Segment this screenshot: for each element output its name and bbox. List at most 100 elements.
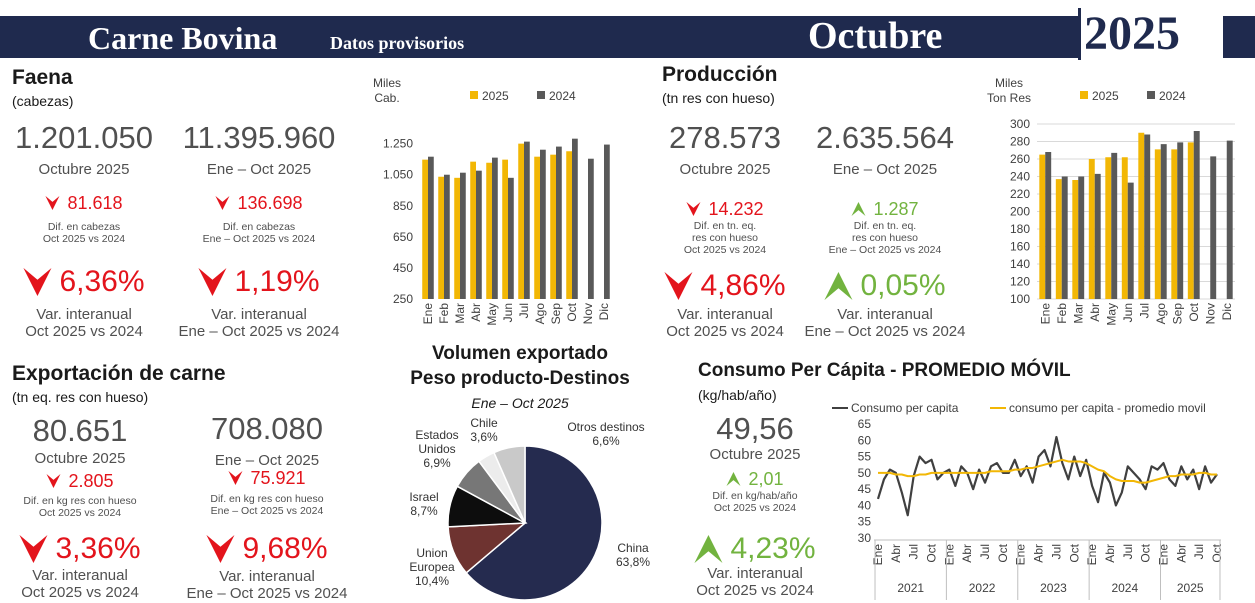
kpi-label: Octubre 2025 xyxy=(679,161,771,178)
kpi-change: 14.232 xyxy=(686,198,764,220)
bar xyxy=(566,151,572,299)
kpi-label: Octubre 2025 xyxy=(38,161,130,178)
kpi-label: Octubre 2025 xyxy=(709,446,801,463)
section-title: Exportación de carne xyxy=(12,362,226,385)
trend-arrow xyxy=(824,272,853,301)
slice-value: 6,9% xyxy=(423,456,451,470)
bar xyxy=(534,156,540,299)
change-value: 3,36% xyxy=(55,532,141,566)
bar xyxy=(444,174,450,299)
x-tick-label: Oct xyxy=(1067,543,1081,562)
kpi-change: 1.287 xyxy=(851,198,919,220)
bar xyxy=(604,144,610,299)
x-tick-label: Dic xyxy=(597,303,611,320)
bar xyxy=(524,141,530,299)
y-axis-label: Cab. xyxy=(374,91,399,105)
kpi-note: Oct 2025 vs 2024 xyxy=(713,502,797,514)
section-title: Producción xyxy=(662,63,778,86)
x-group-label: 2025 xyxy=(1177,581,1204,595)
x-tick-label: Abr xyxy=(889,544,903,563)
bar xyxy=(1144,134,1151,299)
x-tick-label: Abr xyxy=(1088,303,1102,322)
kpi-note: Ene – Oct 2025 vs 2024 xyxy=(178,323,340,340)
kpi-note: Ene – Oct 2025 vs 2024 xyxy=(186,585,348,602)
x-tick-label: Oct xyxy=(565,302,579,321)
change-value: 0,05% xyxy=(860,269,946,303)
y-tick-label: 60 xyxy=(858,433,872,447)
line-chart: 30 35 40 45 50 55 60 65 Consumo per capita consum… xyxy=(832,401,1224,600)
legend-label: Consumo per capita xyxy=(851,401,959,415)
bar xyxy=(1039,154,1046,299)
bar xyxy=(572,138,578,299)
header-year: 2025 xyxy=(1084,7,1180,60)
kpi-note: Ene – Oct 2025 vs 2024 xyxy=(828,244,942,256)
slice-label: Union Europea xyxy=(409,546,455,574)
x-tick-label: Ene xyxy=(1014,544,1028,566)
change-value: 1,19% xyxy=(234,265,320,299)
section-title: Faena xyxy=(12,66,73,89)
section-unit: (cabezas) xyxy=(12,93,74,109)
bar xyxy=(588,158,594,299)
y-axis-label: Miles xyxy=(373,76,401,90)
kpi-value: 1.201.050 xyxy=(15,120,153,155)
change-value: 2,01 xyxy=(748,468,784,489)
arrow-shape xyxy=(23,268,52,297)
kpi-note: Var. interanual xyxy=(837,306,933,323)
x-tick-label: May xyxy=(485,303,499,326)
trend-arrow xyxy=(206,535,235,564)
kpi-note: Var. interanual xyxy=(36,306,132,323)
kpi-note: Oct 2025 vs 2024 xyxy=(21,584,139,601)
legend-swatch xyxy=(470,91,478,99)
bar xyxy=(508,177,514,299)
x-tick-label: Ago xyxy=(533,303,547,325)
y-tick-label: 1.050 xyxy=(383,168,413,182)
slice-label: China xyxy=(617,541,649,555)
x-tick-label: Ene xyxy=(1156,544,1170,566)
bar xyxy=(438,176,444,299)
arrow-shape xyxy=(45,196,60,211)
bar xyxy=(1177,142,1184,299)
section-unit: (tn res con hueso) xyxy=(662,90,775,106)
year-box xyxy=(1078,8,1223,60)
kpi-value: 80.651 xyxy=(32,413,128,448)
bar-chart: 100 120 140 160 180 200 220 240 260 280 300 MilesTo… xyxy=(987,76,1235,326)
change-value: 4,86% xyxy=(700,269,786,303)
bar xyxy=(1094,173,1101,299)
y-tick-label: 1.250 xyxy=(383,137,413,151)
slice-label: Otros destinos xyxy=(567,420,645,434)
bar xyxy=(428,156,434,299)
bar xyxy=(454,177,460,299)
legend-label: 2025 xyxy=(1092,89,1119,103)
header-subtitle: Datos provisorios xyxy=(330,33,465,53)
change-value: 75.921 xyxy=(250,467,306,488)
y-tick-label: 300 xyxy=(1010,117,1030,131)
kpi-note: Var. interanual xyxy=(211,306,307,323)
kpi-change: 1,19% xyxy=(198,264,320,299)
y-tick-label: 50 xyxy=(858,466,872,480)
kpi-change: 75.921 xyxy=(228,467,306,489)
data-line xyxy=(878,458,1217,484)
kpi-label: Ene – Oct 2025 xyxy=(832,161,938,178)
y-tick-label: 55 xyxy=(858,450,872,464)
x-tick-label: Jul xyxy=(1049,544,1063,559)
kpi-change: 4,23% xyxy=(694,531,816,566)
section-unit: (tn eq. res con hueso) xyxy=(12,389,149,405)
kpi-note: Var. interanual xyxy=(677,306,773,323)
kpi-change: 9,68% xyxy=(206,531,328,566)
x-tick-label: Sep xyxy=(549,303,563,325)
arrow-shape xyxy=(215,196,230,211)
bar xyxy=(1154,149,1161,299)
change-value: 9,68% xyxy=(242,532,328,566)
slice-value: 6,6% xyxy=(592,434,620,448)
y-axis-label: Ton Res xyxy=(987,91,1031,105)
bar xyxy=(1061,176,1068,299)
kpi-change: 4,86% xyxy=(664,268,786,303)
x-tick-label: Ene xyxy=(1085,544,1099,566)
x-tick-label: Nov xyxy=(581,303,595,324)
kpi-note: Oct 2025 vs 2024 xyxy=(666,323,784,340)
kpi-note: res con hueso xyxy=(692,232,758,244)
x-tick-label: Mar xyxy=(1071,303,1085,324)
x-tick-label: Dic xyxy=(1220,303,1234,320)
kpi-note: Ene – Oct 2025 vs 2024 xyxy=(202,233,316,245)
